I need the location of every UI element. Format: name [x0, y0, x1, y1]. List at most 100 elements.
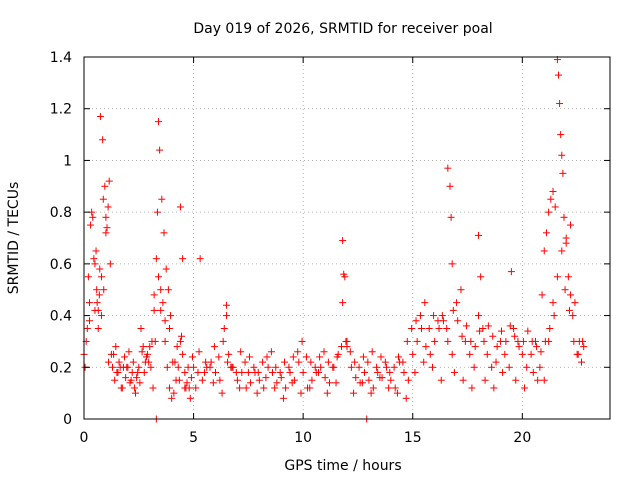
data-points	[80, 56, 588, 423]
data-point	[364, 358, 372, 366]
data-point	[264, 363, 272, 371]
data-point	[553, 273, 561, 281]
data-point	[307, 358, 315, 366]
data-point	[554, 71, 562, 79]
data-point	[105, 177, 113, 185]
data-point	[298, 337, 306, 345]
data-point	[549, 299, 557, 307]
data-point	[471, 343, 479, 351]
data-point	[481, 376, 489, 384]
data-point	[91, 306, 99, 314]
data-point	[184, 363, 192, 371]
data-point	[183, 379, 191, 387]
data-point	[453, 299, 461, 307]
data-point	[502, 337, 510, 345]
data-point	[488, 363, 496, 371]
data-point	[338, 343, 346, 351]
data-point	[99, 195, 107, 203]
data-point	[448, 260, 456, 268]
data-point	[435, 325, 443, 332]
data-point	[102, 213, 110, 221]
data-point	[395, 353, 403, 361]
data-point	[541, 337, 549, 345]
data-point	[139, 343, 147, 351]
grid-lines	[84, 57, 610, 419]
data-point	[178, 332, 186, 340]
data-point	[279, 394, 287, 402]
data-point	[245, 353, 253, 361]
data-point	[105, 358, 113, 366]
data-point	[165, 384, 173, 392]
data-point	[483, 350, 491, 358]
x-tick-label: 10	[294, 430, 312, 446]
y-tick-label: 0.6	[50, 257, 72, 273]
data-point	[272, 363, 280, 371]
data-point	[391, 384, 399, 392]
data-point	[255, 376, 263, 384]
data-point	[162, 265, 170, 273]
data-point	[434, 317, 442, 325]
x-tick-label: 0	[80, 430, 89, 446]
data-point	[253, 389, 261, 397]
data-point	[302, 353, 310, 361]
data-point	[247, 379, 255, 387]
data-point	[192, 384, 200, 392]
data-point	[288, 379, 296, 387]
data-point	[528, 337, 536, 345]
data-point	[339, 237, 347, 245]
data-point	[262, 374, 270, 382]
data-point	[100, 286, 108, 294]
data-point	[222, 301, 230, 309]
data-point	[578, 358, 586, 366]
data-point	[225, 350, 233, 358]
data-point	[332, 379, 340, 387]
data-point	[186, 394, 194, 402]
data-point	[480, 337, 488, 345]
data-point	[165, 325, 173, 332]
data-point	[151, 337, 159, 345]
data-point	[524, 327, 532, 335]
data-point	[179, 350, 187, 358]
data-point	[127, 376, 135, 384]
data-point	[381, 358, 389, 366]
data-point	[468, 384, 476, 392]
data-point	[138, 348, 146, 356]
data-point	[107, 350, 115, 358]
data-point	[90, 255, 98, 263]
data-point	[112, 343, 120, 351]
data-point	[282, 384, 290, 392]
data-point	[216, 376, 224, 384]
data-point	[316, 353, 324, 361]
data-point	[160, 229, 168, 237]
data-point	[133, 374, 141, 382]
data-point	[569, 312, 577, 320]
data-point	[501, 350, 509, 358]
y-tick-label: 0.2	[50, 360, 72, 376]
data-point	[484, 322, 492, 330]
data-point	[462, 322, 470, 330]
data-point	[448, 350, 456, 358]
data-point	[125, 348, 133, 356]
data-point	[358, 379, 366, 387]
data-point	[202, 358, 210, 366]
data-point	[475, 312, 482, 320]
data-point	[155, 273, 163, 281]
data-point	[443, 325, 451, 332]
data-point	[137, 325, 145, 332]
data-point	[116, 363, 124, 371]
data-point	[421, 299, 429, 307]
data-point	[534, 376, 542, 384]
data-point	[350, 389, 358, 397]
data-point	[286, 368, 294, 376]
data-point	[511, 332, 519, 340]
data-point	[140, 368, 148, 376]
data-point	[321, 374, 329, 382]
data-point	[447, 213, 455, 221]
data-point	[244, 368, 252, 376]
data-point	[542, 229, 550, 237]
data-point	[411, 368, 419, 376]
data-point	[187, 374, 195, 382]
data-point	[167, 312, 175, 320]
data-point	[428, 363, 436, 371]
data-point	[467, 337, 475, 345]
